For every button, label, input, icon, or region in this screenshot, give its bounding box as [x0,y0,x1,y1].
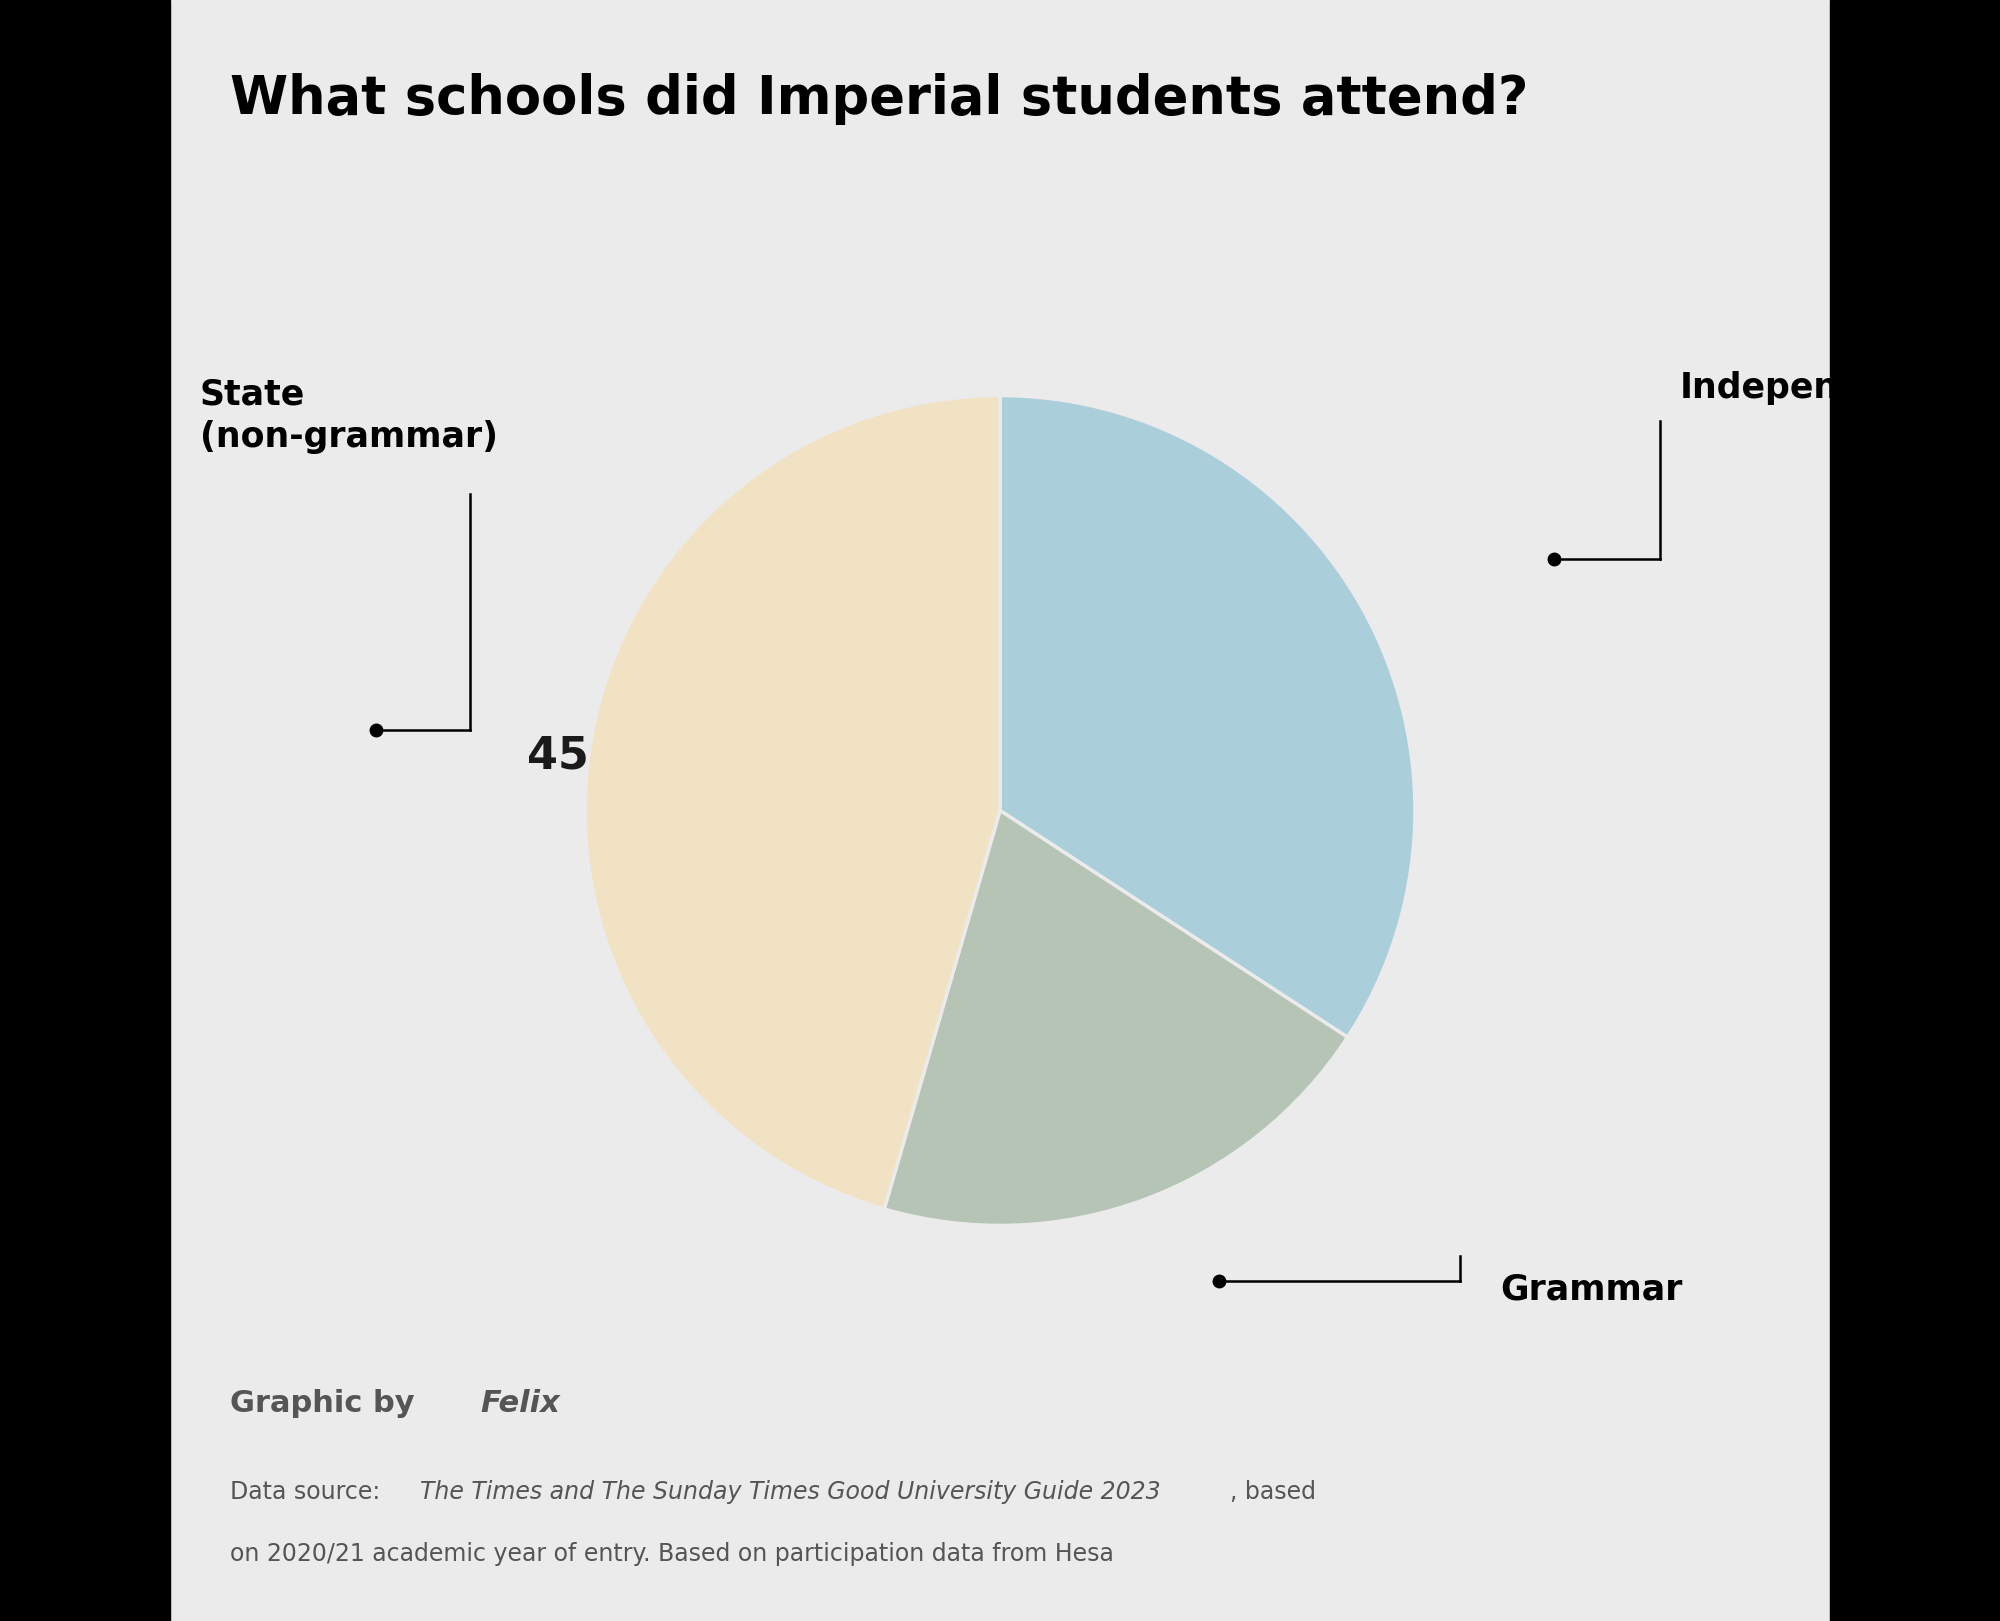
Text: Data source:: Data source: [230,1480,388,1504]
Wedge shape [586,396,1000,1209]
Text: Independent: Independent [1680,371,1928,405]
Bar [0,0,170,1621]
Text: The Times and The Sunday Times Good University Guide 2023: The Times and The Sunday Times Good Univ… [420,1480,1160,1504]
Text: Felix: Felix [480,1389,560,1418]
Text: , based: , based [1230,1480,1316,1504]
Wedge shape [884,810,1348,1225]
Text: Graphic by: Graphic by [230,1389,426,1418]
Text: 20.3%: 20.3% [1028,1008,1182,1052]
Text: 45.5%: 45.5% [526,736,682,778]
Text: What schools did Imperial students attend?: What schools did Imperial students atten… [230,73,1528,125]
Wedge shape [1000,396,1414,1037]
Text: on 2020/21 academic year of entry. Based on participation data from Hesa: on 2020/21 academic year of entry. Based… [230,1542,1114,1566]
Text: Grammar: Grammar [1500,1272,1682,1307]
Text: 34.2%: 34.2% [1222,650,1376,692]
Bar [1830,0,2000,1621]
Text: State
(non-grammar): State (non-grammar) [200,378,498,454]
